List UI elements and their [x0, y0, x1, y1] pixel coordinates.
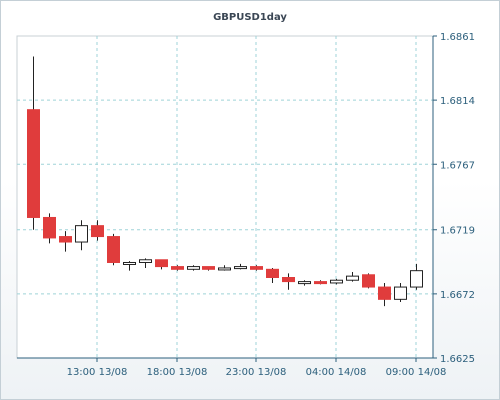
candle-body [298, 281, 311, 285]
candle-body [43, 216, 56, 239]
candle-body [139, 259, 152, 263]
candle-body [218, 267, 231, 271]
x-tick-label: 09:00 14/08 [386, 367, 447, 378]
candle-body [282, 277, 295, 283]
candle [27, 56, 40, 230]
x-tick-label: 13:00 13/08 [67, 367, 128, 378]
candle [202, 266, 215, 271]
candle-body [394, 286, 407, 300]
candle [346, 272, 359, 282]
candle [330, 278, 343, 285]
y-tick-label: 1.6625 [440, 354, 475, 365]
candle [298, 280, 311, 286]
x-tick-label: 18:00 13/08 [147, 367, 208, 378]
candle [362, 273, 375, 289]
candle [107, 233, 120, 266]
y-tick-label: 1.6814 [440, 96, 475, 107]
candle-body [362, 274, 375, 288]
candle-body [410, 270, 423, 288]
x-tick-label: 04:00 14/08 [306, 367, 367, 378]
candle [234, 263, 247, 270]
candle [139, 258, 152, 268]
candle [314, 280, 327, 285]
candle [59, 231, 72, 252]
candle-body [171, 266, 184, 270]
candle-body [266, 268, 279, 279]
candle [155, 259, 168, 270]
candle [378, 282, 391, 307]
candle-body [155, 259, 168, 268]
y-tick-label: 1.6719 [440, 226, 475, 237]
x-tick-label: 23:00 13/08 [226, 367, 287, 378]
candle-body [123, 261, 136, 265]
chart-title: GBPUSD1day [213, 12, 287, 23]
y-tick-label: 1.6861 [440, 32, 475, 43]
candle [123, 261, 136, 271]
y-tick-label: 1.6672 [440, 290, 475, 301]
candle [91, 220, 104, 241]
y-tick-label: 1.6767 [440, 160, 475, 171]
candle [250, 265, 263, 271]
candles [27, 56, 423, 307]
candle-body [107, 236, 120, 263]
candle-body [91, 225, 104, 238]
plot-area [16, 35, 434, 359]
candle [218, 265, 231, 271]
candle [410, 263, 423, 290]
candle [394, 282, 407, 303]
candle-body [187, 266, 200, 270]
candle-body [27, 109, 40, 218]
candle-body [346, 275, 359, 281]
candle [43, 213, 56, 244]
candle [266, 267, 279, 283]
candle-body [250, 266, 263, 270]
candle-body [378, 286, 391, 300]
candle-body [330, 279, 343, 284]
candle [282, 273, 295, 290]
candle-body [75, 225, 88, 243]
candle-body [59, 236, 72, 243]
candle-body [314, 281, 327, 285]
candle-body [234, 266, 247, 270]
candle-body [202, 266, 215, 270]
candle [171, 265, 184, 271]
candle [187, 265, 200, 271]
axes: 1.6625 1.6672 1.6719 1.6767 1.6814 1.6861 13:0… [17, 32, 475, 378]
candle [75, 220, 88, 251]
